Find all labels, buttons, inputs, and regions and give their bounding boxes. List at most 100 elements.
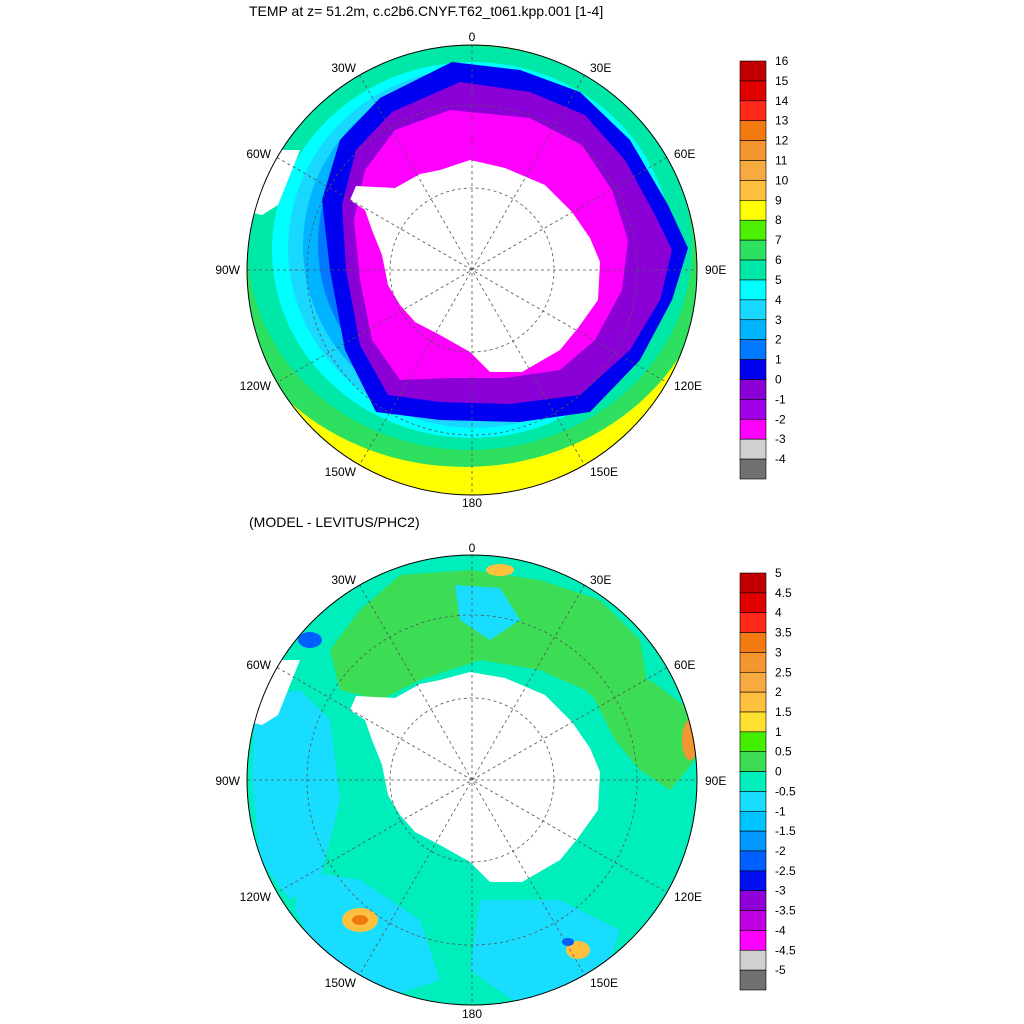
- colorbar-tick-label: 13: [775, 114, 789, 128]
- lon-label-150e: 150E: [590, 976, 618, 990]
- colorbar-swatch: [739, 140, 767, 161]
- lon-label-120w: 120W: [240, 379, 272, 393]
- diff-warm-anomaly-2: [566, 941, 590, 959]
- diff-warm-anomaly-4: [486, 564, 514, 576]
- colorbar-swatch: [739, 711, 767, 733]
- colorbar-swatch: [739, 810, 767, 832]
- colorbar-tick-label: 0.5: [775, 745, 792, 759]
- colorbar-tick-label: -4: [775, 452, 786, 466]
- colorbar-tick-label: 12: [775, 134, 789, 148]
- colorbar-swatch: [739, 259, 767, 281]
- colorbar-swatch: [739, 160, 767, 181]
- colorbar-swatch: [739, 60, 767, 82]
- lon-label-120e: 120E: [674, 379, 702, 393]
- colorbar-tick-label: 3.5: [775, 626, 792, 640]
- colorbar-swatch: [739, 890, 767, 911]
- colorbar-swatch: [739, 279, 767, 301]
- colorbar-swatch: [739, 418, 767, 440]
- colorbar-tick-label: 1: [775, 353, 782, 367]
- colorbar-swatch: [739, 969, 767, 991]
- lon-label-90w: 90W: [215, 774, 240, 788]
- diff-cold-anomaly-2: [562, 938, 574, 946]
- lon-label-30e: 30E: [590, 61, 611, 75]
- colorbar-swatch: [739, 731, 767, 753]
- colorbar-tick-label: 5: [775, 566, 782, 580]
- colorbar-swatch: [739, 458, 767, 480]
- colorbar-tick-label: -3.5: [775, 904, 796, 918]
- colorbar-swatch: [739, 930, 767, 951]
- lon-label-150w: 150W: [325, 465, 357, 479]
- colorbar-tick-label: 15: [775, 74, 789, 88]
- colorbar-swatch: [739, 791, 767, 812]
- colorbar-tick-label: 0: [775, 372, 782, 386]
- colorbar-swatch: [739, 592, 767, 614]
- colorbar-swatch: [739, 671, 767, 693]
- colorbar-swatch: [739, 339, 767, 360]
- colorbar-swatch: [739, 870, 767, 892]
- colorbar-swatch: [739, 219, 767, 241]
- lon-label-180: 180: [462, 496, 482, 510]
- map-boundary: [246, 554, 698, 1006]
- colorbar-tick-label: 14: [775, 94, 789, 108]
- colorbar-tick-label: -0.5: [775, 784, 796, 798]
- colorbar-tick-label: 4: [775, 606, 782, 620]
- colorbar-swatch: [739, 771, 767, 792]
- lon-label-30w: 30W: [331, 61, 356, 75]
- antarctica-landmass: [350, 672, 600, 882]
- colorbar-tick-label: 4.5: [775, 586, 792, 600]
- colorbar-tick-label: 9: [775, 193, 782, 207]
- lon-label-120w: 120W: [240, 890, 272, 904]
- colorbar-tick-label: 5: [775, 273, 782, 287]
- lon-label-60e: 60E: [674, 658, 695, 672]
- graticule: [247, 45, 697, 495]
- colorbar-swatch: [739, 850, 767, 872]
- colorbar-tick-label: -1.5: [775, 824, 796, 838]
- colorbar-tick-label: 7: [775, 233, 782, 247]
- colorbar-swatch: [739, 200, 767, 221]
- colorbar-swatch: [739, 180, 767, 201]
- colorbar-swatch: [739, 80, 767, 102]
- colorbar-swatch: [739, 612, 767, 633]
- lon-label-30e: 30E: [590, 573, 611, 587]
- colorbar-swatch: [739, 910, 767, 931]
- colorbar-tick-label: -1: [775, 804, 786, 818]
- colorbar-swatch: [739, 632, 767, 653]
- colorbar-tick-label: 3: [775, 645, 782, 659]
- lon-label-60w: 60W: [246, 658, 271, 672]
- colorbar-tick-label: -3: [775, 432, 786, 446]
- colorbar-swatch: [739, 299, 767, 321]
- colorbar-tick-label: 2.5: [775, 665, 792, 679]
- colorbar-swatch: [739, 949, 767, 971]
- colorbar-tick-label: -2.5: [775, 864, 796, 878]
- lon-label-150w: 150W: [325, 976, 357, 990]
- lon-label-150e: 150E: [590, 465, 618, 479]
- diff-negative-region-west: [252, 690, 340, 900]
- lon-label-90e: 90E: [705, 774, 726, 788]
- colorbar-tick-label: 11: [775, 154, 788, 168]
- colorbar-swatch: [739, 359, 767, 380]
- diff-positive-region-north: [330, 570, 650, 720]
- temperature-polar-map: 0 30E 60E 90E 120E 150E 180 150W 120W 90…: [215, 30, 726, 510]
- colorbar-tick-label: 2: [775, 333, 782, 347]
- colorbar-tick-label: -4.5: [775, 943, 796, 957]
- colorbar-swatch: [739, 239, 767, 261]
- colorbar-swatch: [739, 319, 767, 340]
- colorbar-tick-label: -3: [775, 884, 786, 898]
- difference-colorbar: 5 4.5 4 3.5 3 2.5 2 1.5 1 0.5 0 -0.5 -1 -1.5 -2 -2.5 -3 -…: [739, 566, 796, 991]
- colorbar-tick-label: 8: [775, 213, 782, 227]
- lon-label-0: 0: [469, 30, 476, 44]
- lon-label-60e: 60E: [674, 147, 695, 161]
- colorbar-tick-label: -2: [775, 844, 786, 858]
- colorbar-tick-label: -2: [775, 412, 786, 426]
- difference-polar-map: 0 30E 60E 90E 120E 150E 180 150W 120W 90…: [215, 541, 726, 1021]
- lon-label-30w: 30W: [331, 573, 356, 587]
- lon-label-0: 0: [469, 541, 476, 555]
- diff-positive-region-east: [590, 680, 695, 790]
- colorbar-tick-label: -1: [775, 392, 786, 406]
- graticule: [247, 555, 697, 1005]
- colorbar-tick-label: 1.5: [775, 705, 792, 719]
- colorbar-tick-label: 1: [775, 725, 782, 739]
- panel-title-top: TEMP at z= 51.2m, c.c2b6.CNYF.T62_t061.k…: [249, 3, 604, 19]
